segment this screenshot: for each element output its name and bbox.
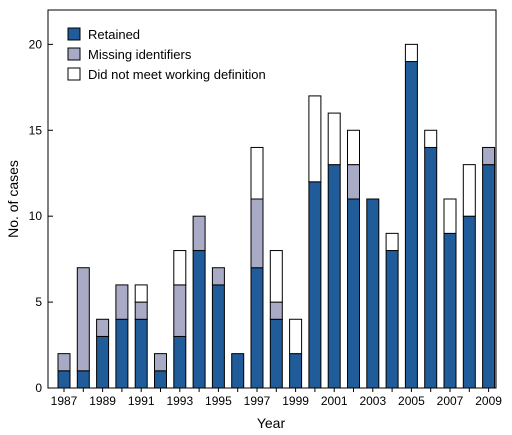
legend-label-missing-identifiers: Missing identifiers <box>88 47 192 62</box>
bar-1988-retained <box>76 370 90 389</box>
bar-1991-retained <box>134 318 148 389</box>
bar-1998-retained <box>269 318 283 389</box>
x-tick-label-1993: 1993 <box>166 394 193 408</box>
bar-1995-retained <box>211 284 225 389</box>
bar-2009-missing-identifiers <box>482 146 496 166</box>
bar-1991-did-not-meet-working-definition <box>134 284 148 303</box>
legend-swatch-retained <box>67 27 81 41</box>
bar-2002-retained <box>347 198 360 389</box>
bar-1988-missing-identifiers <box>76 267 90 372</box>
y-tick-label-20: 20 <box>29 37 43 51</box>
x-tick-label-2005: 2005 <box>398 394 425 408</box>
bar-1999-did-not-meet-working-definition <box>289 318 303 355</box>
x-tick-label-2007: 2007 <box>437 394 464 408</box>
bar-2007-did-not-meet-working-definition <box>443 198 457 234</box>
bar-1994-missing-identifiers <box>192 215 206 252</box>
bar-2004-did-not-meet-working-definition <box>385 232 399 252</box>
y-tick-label-0: 0 <box>35 381 42 395</box>
x-tick-label-1991: 1991 <box>128 394 155 408</box>
x-tick-label-1989: 1989 <box>89 394 116 408</box>
bars-group <box>57 43 496 389</box>
bar-2001-did-not-meet-working-definition <box>327 112 341 166</box>
legend: Retained Missing identifiers Did not mee… <box>67 27 266 82</box>
bar-2004-retained <box>385 250 399 389</box>
bar-1993-did-not-meet-working-definition <box>173 250 187 286</box>
bar-1994-retained <box>192 250 206 389</box>
bar-2003-retained <box>366 198 380 389</box>
x-tick-label-1987: 1987 <box>51 394 78 408</box>
x-axis: 1987 1989 1991 1993 1995 1997 1999 2001 2003 2005… <box>51 388 502 408</box>
bar-2002-missing-identifiers <box>347 164 360 200</box>
x-tick-label-2009: 2009 <box>475 394 502 408</box>
bar-2008-did-not-meet-working-definition <box>462 164 476 217</box>
x-axis-title: Year <box>257 415 286 431</box>
x-tick-label-1995: 1995 <box>205 394 232 408</box>
bar-1991-missing-identifiers <box>134 301 148 320</box>
bar-2002-did-not-meet-working-definition <box>347 129 360 166</box>
x-tick-label-1999: 1999 <box>282 394 309 408</box>
bar-2008-retained <box>462 215 476 389</box>
bar-1996-retained <box>231 353 245 389</box>
x-tick-label-2001: 2001 <box>321 394 348 408</box>
bar-1999-retained <box>289 353 303 389</box>
bar-1992-missing-identifiers <box>154 353 167 372</box>
bar-1997-did-not-meet-working-definition <box>250 146 264 200</box>
bar-2009-retained <box>482 164 496 389</box>
legend-label-retained: Retained <box>88 27 140 42</box>
bar-1990-missing-identifiers <box>115 284 129 320</box>
bar-1995-missing-identifiers <box>211 267 225 286</box>
bar-1989-retained <box>96 335 110 389</box>
bar-2006-retained <box>424 146 438 389</box>
y-tick-label-5: 5 <box>35 295 42 309</box>
bar-1997-retained <box>250 267 264 389</box>
y-tick-label-10: 10 <box>29 209 43 223</box>
y-axis: 0 5 10 15 20 <box>29 37 53 395</box>
y-axis-title: No. of cases <box>5 160 21 238</box>
bar-1987-missing-identifiers <box>57 353 71 372</box>
bar-1992-retained <box>154 370 167 389</box>
bar-1997-missing-identifiers <box>250 198 264 269</box>
bar-2007-retained <box>443 232 457 389</box>
bar-2005-did-not-meet-working-definition <box>404 43 418 63</box>
bar-1990-retained <box>115 318 129 389</box>
bar-1987-retained <box>57 370 71 389</box>
legend-swatch-missing-identifiers <box>67 47 81 61</box>
x-tick-label-1997: 1997 <box>244 394 271 408</box>
bar-1998-missing-identifiers <box>269 301 283 320</box>
legend-swatch-did-not-meet <box>67 67 81 81</box>
x-tick-label-2003: 2003 <box>359 394 386 408</box>
bar-2005-retained <box>404 61 418 389</box>
bar-2001-retained <box>327 164 341 389</box>
bar-1989-missing-identifiers <box>96 318 110 337</box>
bar-2000-did-not-meet-working-definition <box>308 95 322 183</box>
bar-1998-did-not-meet-working-definition <box>269 250 283 303</box>
y-tick-label-15: 15 <box>29 123 43 137</box>
bar-2006-did-not-meet-working-definition <box>424 129 438 148</box>
bar-2000-retained <box>308 181 322 389</box>
bar-1993-retained <box>173 335 187 389</box>
bar-1993-missing-identifiers <box>173 284 187 337</box>
legend-label-did-not-meet: Did not meet working definition <box>88 67 266 82</box>
